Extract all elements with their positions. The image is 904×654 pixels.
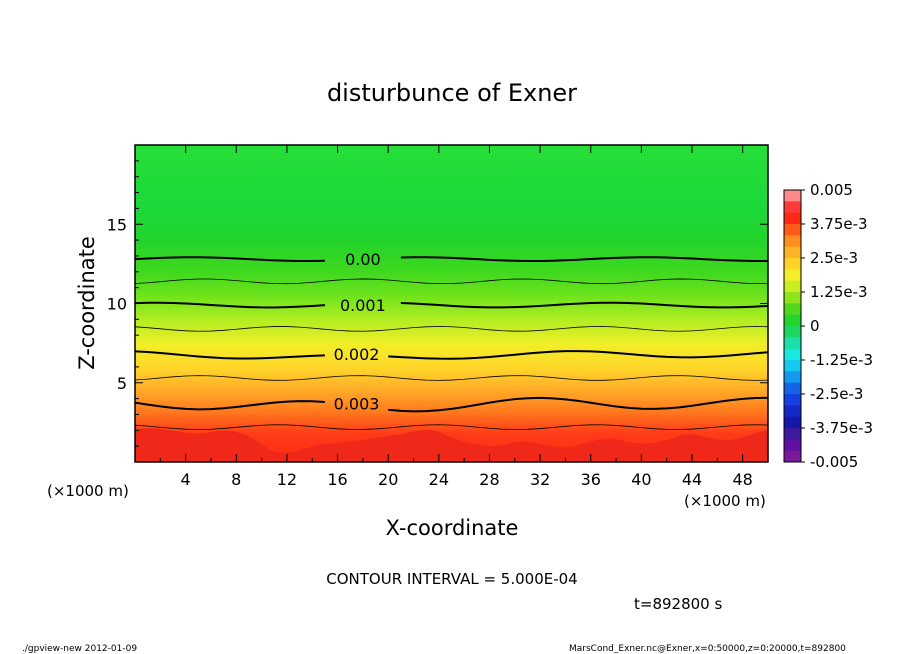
x-tick-label: 20 [378,470,398,489]
colorbar-swatch [784,348,801,361]
x-axis: 4 8 12 16 20 24 28 32 36 40 44 48 [159,145,753,489]
colorbar: 0.005 3.75e-3 2.5e-3 1.25e-3 0 -1.25e-3 -2.5e-… [783,181,873,471]
x-tick-label: 28 [479,470,499,489]
contour-label: 0.003 [334,394,380,413]
time-label: t=892800 s [634,595,722,613]
x-tick-label: 44 [682,470,702,489]
colorbar-swatch [784,280,801,293]
x-tick-label: 36 [581,470,601,489]
x-tick-label: 24 [429,470,449,489]
x-tick-label: 32 [530,470,550,489]
colorbar-swatch [784,405,801,418]
contour-line [135,350,325,360]
chart-title: disturbunce of Exner [327,79,577,107]
contour-line [388,396,768,413]
y-axis: 5 10 15 [107,160,768,447]
field-background [135,145,768,462]
colorbar-swatch [784,428,801,440]
colorbar-swatch [784,326,801,338]
contour-line [400,256,768,263]
surface-structure [135,428,768,462]
colorbar-swatch [784,416,801,429]
contour-interval-note: CONTOUR INTERVAL = 5.000E-04 [326,570,577,588]
x-unit-label-right: (×1000 m) [684,492,766,510]
contour-line-minor [135,375,768,381]
contour-line [400,301,768,309]
colorbar-swatch [784,303,801,316]
colorbar-swatch [784,450,801,463]
colorbar-swatch [784,382,801,395]
contour-line-minor [135,278,768,285]
x-tick-label: 16 [327,470,347,489]
colorbar-swatch [784,201,801,214]
x-tick-label: 4 [181,470,191,489]
colorbar-swatch [784,190,801,202]
y-tick-label: 15 [107,215,127,234]
contour-line-minor [135,326,768,332]
x-tick-label: 12 [277,470,297,489]
colorbar-label: 2.5e-3 [810,249,858,267]
colorbar-label: -2.5e-3 [810,385,863,403]
colorbar-label: 1.25e-3 [810,283,868,301]
colorbar-label: 3.75e-3 [810,215,868,233]
colorbar-swatch [784,235,801,248]
x-tick-label: 8 [231,470,241,489]
footer-right: MarsCond_Exner.nc@Exner,x=0:50000,z=0:20… [569,644,846,654]
y-tick-label: 10 [107,295,127,314]
colorbar-label: -3.75e-3 [810,419,873,437]
contour-line [135,256,325,262]
x-tick-label: 48 [733,470,753,489]
contour-label: 0.00 [345,250,381,269]
colorbar-swatch [784,269,801,282]
x-unit-label-left: (×1000 m) [47,482,129,500]
colorbar-label: -1.25e-3 [810,351,873,369]
footer-left: ./gpview-new 2012-01-09 [22,644,137,654]
colorbar-swatch [784,258,801,270]
contour-label: 0.002 [334,345,380,364]
plot-area: 0.00 0.001 0.002 0.003 [135,145,768,462]
contour-line [388,350,768,360]
colorbar-swatch [784,292,801,304]
colorbar-swatch [784,371,801,384]
colorbar-swatch [784,360,801,372]
contour-label: 0.001 [340,296,386,315]
colorbar-swatch [784,394,801,406]
contour-line-minor [135,424,768,430]
y-tick-label: 5 [117,374,127,393]
contour-line [135,400,325,411]
colorbar-swatch [784,246,801,259]
colorbar-swatch [784,337,801,350]
colorbar-label: 0.005 [810,181,853,199]
contour-line [135,301,325,309]
colorbar-label: 0 [810,317,820,335]
x-tick-label: 40 [631,470,651,489]
colorbar-swatch [784,439,801,452]
colorbar-label: -0.005 [810,453,858,471]
y-axis-label: Z-coordinate [75,236,99,370]
contour-lines: 0.00 0.001 0.002 0.003 [135,250,768,430]
colorbar-swatch [784,224,801,236]
x-axis-label: X-coordinate [386,516,519,540]
colorbar-swatch [784,212,801,225]
colorbar-swatch [784,314,801,327]
